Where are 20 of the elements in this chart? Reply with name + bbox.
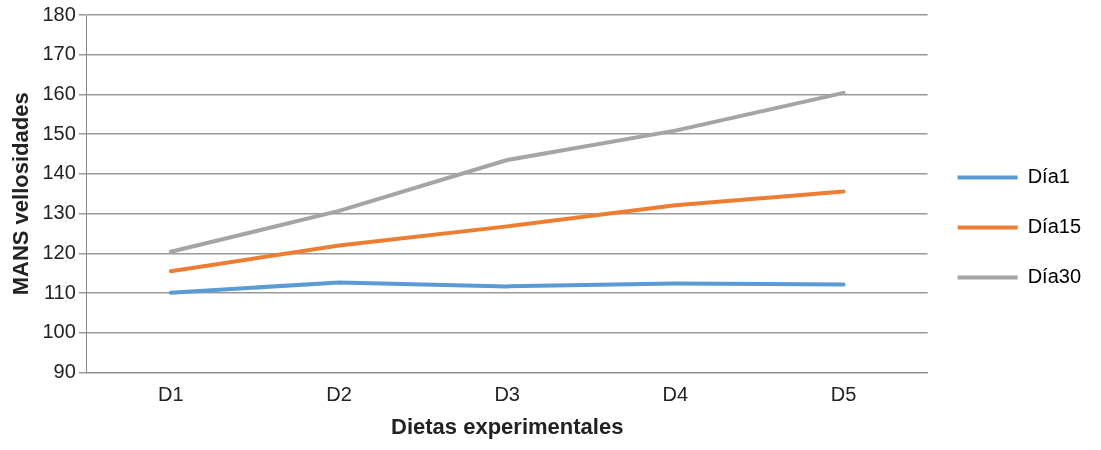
y-tick-label: 130 <box>42 201 76 224</box>
y-tick-label: 150 <box>42 121 76 144</box>
y-tick-label: 160 <box>42 81 76 104</box>
x-tick-label: D4 <box>662 383 689 406</box>
y-tick-label: 120 <box>42 240 76 263</box>
legend-label: Día1 <box>1027 165 1070 188</box>
y-tick-label: 180 <box>42 2 76 25</box>
y-axis-title: MANS vellosidades <box>8 92 34 296</box>
x-tick-label: D2 <box>326 383 352 406</box>
legend-label: Día15 <box>1027 215 1082 238</box>
y-tick-label: 140 <box>42 161 76 184</box>
y-tick-label: 100 <box>42 320 76 343</box>
legend-label: Día30 <box>1027 265 1082 288</box>
x-axis-title: Dietas experimentales <box>391 413 624 439</box>
y-tick-label: 170 <box>42 42 76 65</box>
x-tick-label: D3 <box>494 383 520 406</box>
y-tick-label: 110 <box>43 280 76 303</box>
x-tick-label: D5 <box>830 383 857 406</box>
x-tick-label: D1 <box>158 383 184 406</box>
y-tick-label: 90 <box>53 360 76 383</box>
